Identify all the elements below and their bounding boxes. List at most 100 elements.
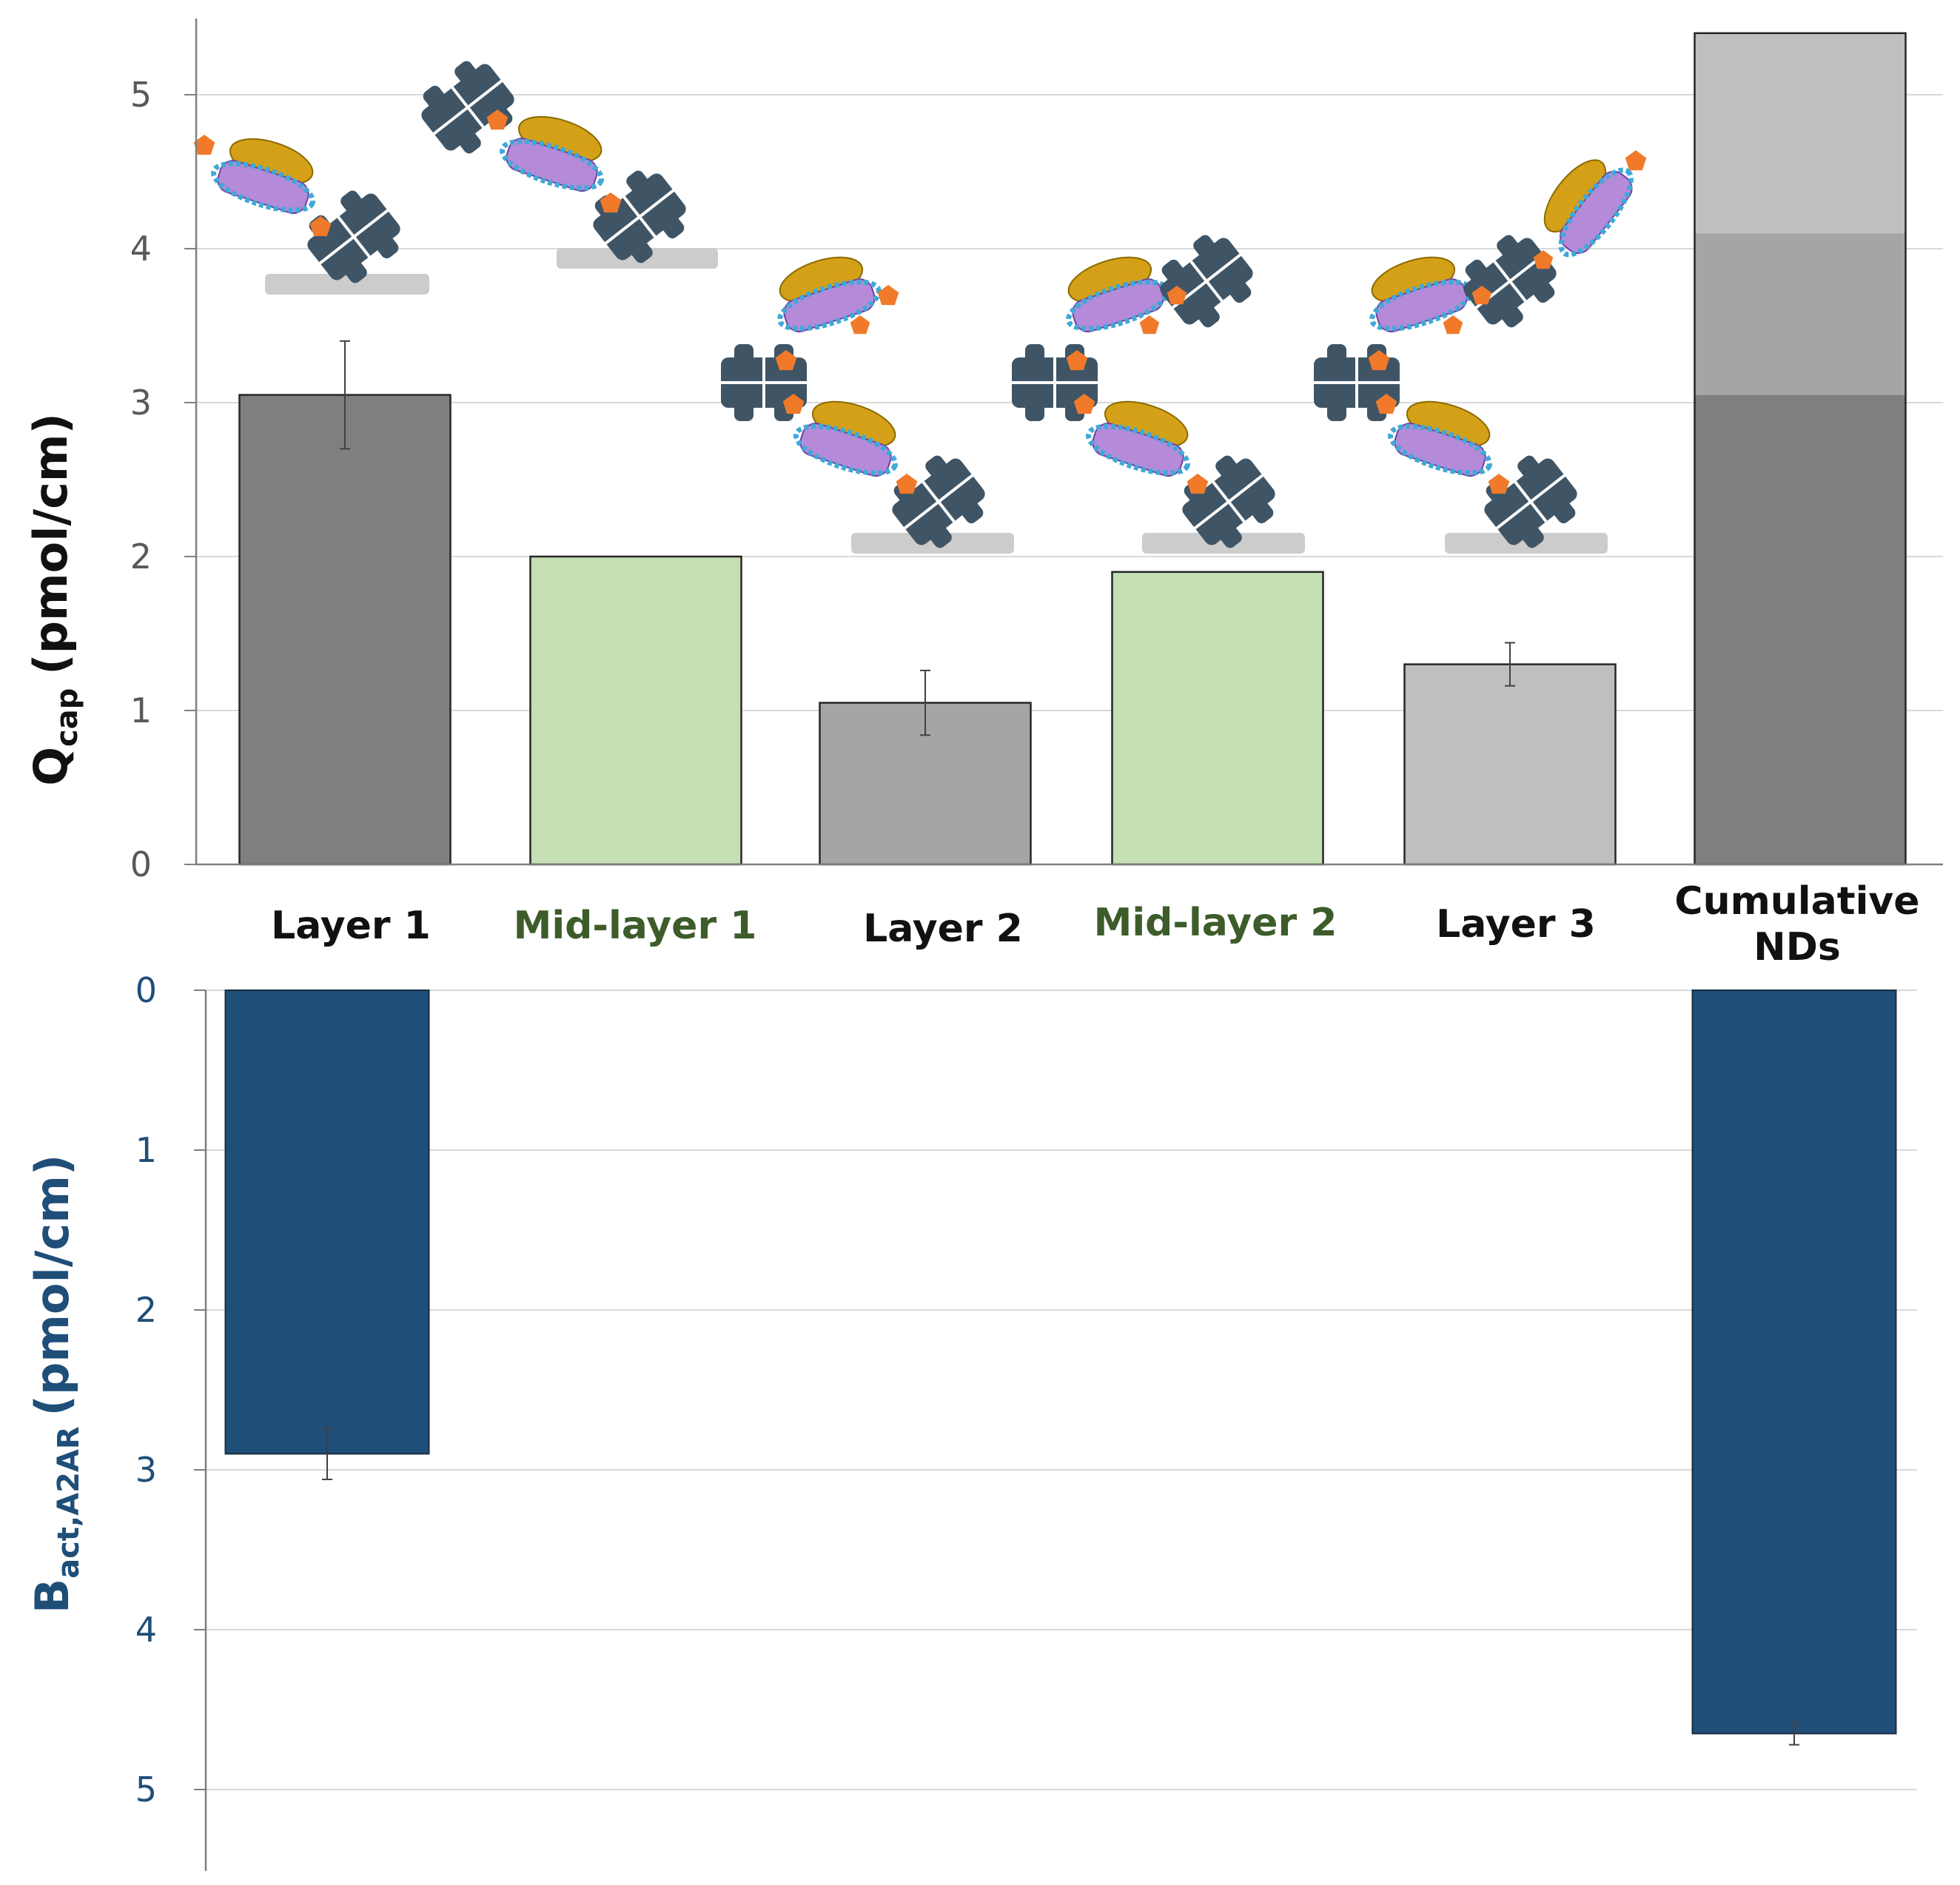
surface-icon bbox=[851, 533, 1014, 554]
bottom-error-bar bbox=[1789, 1721, 1799, 1746]
top-tick-label: 4 bbox=[130, 229, 152, 269]
scaffold-seam bbox=[622, 195, 657, 238]
category-label: Layer 3 bbox=[1436, 902, 1596, 947]
nanodisc-icon bbox=[1543, 159, 1634, 258]
cumulative-segment bbox=[1694, 233, 1906, 395]
top-bar bbox=[1111, 571, 1324, 866]
category-label-line: Mid-layer 2 bbox=[1094, 901, 1338, 945]
ligand-icon bbox=[1533, 250, 1554, 269]
bottom-tick-label: 3 bbox=[135, 1450, 157, 1490]
ligand-icon bbox=[486, 110, 509, 130]
top-ylabel-unit: (pmol/cm) bbox=[24, 413, 78, 675]
scaffold-icon bbox=[421, 61, 514, 154]
top-tick-label: 2 bbox=[130, 537, 152, 577]
bottom-y-tick-labels: 0 1 2 3 4 5 bbox=[135, 970, 157, 1810]
top-ylabel-main: Q bbox=[24, 747, 78, 786]
nanodisc-icon bbox=[500, 115, 605, 192]
cumulative-segment bbox=[1694, 394, 1906, 864]
ligand-icon bbox=[1443, 315, 1463, 335]
top-bars bbox=[238, 32, 1907, 866]
category-labels: Layer 1 Mid-layer 1 Layer 2 Mid-layer 2 Laye… bbox=[271, 879, 1919, 970]
bottom-bars bbox=[224, 989, 1897, 1746]
lipid-belt bbox=[500, 138, 605, 191]
lipid-belt bbox=[776, 279, 882, 332]
surface-icon bbox=[265, 274, 429, 295]
bottom-tick-label: 2 bbox=[135, 1290, 157, 1330]
category-label: Mid-layer 1 bbox=[514, 904, 757, 948]
category-label: Mid-layer 2 bbox=[1094, 901, 1338, 945]
ligand-icon bbox=[1375, 394, 1397, 414]
scaffold-icon bbox=[1160, 235, 1253, 328]
axes bbox=[195, 19, 1943, 1871]
scaffold-icon bbox=[892, 455, 985, 548]
ligand-icon bbox=[1073, 394, 1095, 414]
top-tick-label: 1 bbox=[130, 691, 152, 730]
category-label-line: Cumulative bbox=[1674, 879, 1919, 924]
nanodisc-illustrations bbox=[193, 61, 1647, 554]
top-tick-label: 3 bbox=[130, 383, 152, 423]
ligand-icon bbox=[1187, 474, 1209, 494]
bottom-ylabel-unit: (pmol/cm) bbox=[25, 1155, 79, 1417]
bottom-bar bbox=[1691, 989, 1897, 1735]
top-bar bbox=[238, 394, 452, 866]
lipid-belt bbox=[793, 423, 899, 476]
cumulative-segment bbox=[1694, 33, 1906, 234]
top-bar bbox=[1403, 663, 1617, 866]
category-label-line: Layer 3 bbox=[1436, 902, 1596, 947]
ligand-icon bbox=[1625, 150, 1647, 171]
ligand-icon bbox=[896, 474, 918, 494]
scaffold-icon bbox=[1463, 235, 1557, 328]
bottom-ylabel-main: B bbox=[25, 1579, 79, 1613]
ligand-icon bbox=[1139, 315, 1160, 335]
ligand-icon bbox=[1471, 286, 1492, 305]
ligand-icon bbox=[193, 135, 215, 155]
ligand-icon bbox=[1488, 474, 1510, 494]
category-label-line: Layer 2 bbox=[863, 907, 1023, 951]
nanodisc-icon bbox=[1065, 256, 1170, 333]
nanodisc-icon bbox=[1388, 400, 1493, 477]
lipid-belt bbox=[1558, 167, 1634, 258]
lipid-belt bbox=[1086, 423, 1191, 476]
top-y-axis-label: Qcap (pmol/cm) bbox=[24, 413, 84, 786]
bottom-tick-label: 1 bbox=[135, 1130, 157, 1170]
scaffold-seam bbox=[1514, 480, 1548, 523]
scaffold-seam bbox=[922, 480, 956, 523]
category-label-line: Mid-layer 1 bbox=[514, 904, 757, 948]
category-label: Layer 2 bbox=[863, 907, 1023, 951]
nanodisc-icon bbox=[211, 138, 316, 215]
nanodisc-icon bbox=[793, 400, 899, 477]
ligand-icon bbox=[1167, 286, 1187, 305]
top-tick-label: 5 bbox=[130, 75, 152, 115]
category-label: Cumulative NDs bbox=[1674, 879, 1919, 970]
lipid-belt bbox=[1388, 423, 1493, 476]
ligand-icon bbox=[1066, 350, 1088, 371]
top-error-bar bbox=[340, 340, 350, 450]
category-label: Layer 1 bbox=[271, 904, 431, 948]
ligand-icon bbox=[600, 192, 622, 213]
category-label-line: Layer 1 bbox=[271, 904, 431, 948]
scaffold-icon bbox=[1484, 455, 1577, 548]
top-y-tick-labels: 0 1 2 3 4 5 bbox=[130, 75, 152, 884]
scaffold-seam bbox=[1212, 480, 1246, 523]
ligand-icon bbox=[1368, 350, 1390, 371]
ligand-icon bbox=[775, 350, 797, 371]
category-label-line: NDs bbox=[1753, 925, 1841, 970]
scaffold-seam bbox=[337, 215, 371, 258]
bottom-tick-label: 5 bbox=[135, 1770, 157, 1810]
ligand-icon bbox=[850, 315, 870, 335]
scaffold-seam bbox=[1189, 260, 1224, 303]
bottom-bar bbox=[224, 989, 430, 1455]
top-error-bar bbox=[920, 669, 930, 736]
top-tick-label: 0 bbox=[130, 844, 152, 884]
lipid-belt bbox=[211, 161, 316, 213]
top-bar bbox=[529, 555, 742, 866]
nanodisc-icon bbox=[1086, 400, 1191, 477]
bottom-y-axis-label: Bact,A2AR (pmol/cm) bbox=[25, 1155, 86, 1613]
ligand-icon bbox=[782, 394, 805, 414]
scaffold-icon bbox=[1182, 455, 1275, 548]
top-ylabel-sub: cap bbox=[50, 688, 84, 747]
ligand-icon bbox=[877, 285, 899, 306]
top-error-bar bbox=[1505, 642, 1515, 687]
bottom-tick-label: 0 bbox=[135, 970, 157, 1010]
